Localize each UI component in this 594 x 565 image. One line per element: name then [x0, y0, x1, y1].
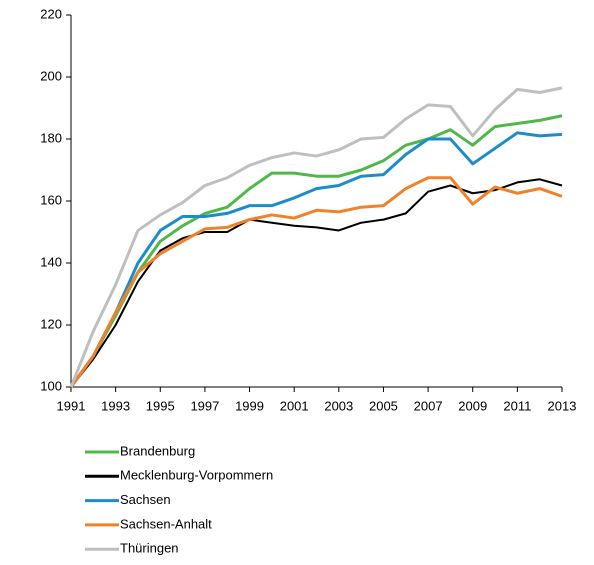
series-line	[69, 86, 563, 388]
x-tick-label: 2007	[414, 398, 443, 413]
y-tick-label: 200	[40, 68, 62, 83]
legend-label: Sachsen-Anhalt	[120, 516, 212, 531]
series-line	[69, 114, 563, 388]
x-tick-label: 1993	[101, 398, 130, 413]
x-tick-label: 1995	[146, 398, 175, 413]
legend-label: Brandenburg	[120, 443, 195, 458]
x-tick-label: 2005	[369, 398, 398, 413]
series-line	[69, 131, 563, 388]
x-tick-label: 2001	[280, 398, 309, 413]
legend-label: Sachsen	[120, 492, 171, 507]
legend-label: Mecklenburg-Vorpommern	[120, 468, 273, 483]
y-tick-label: 120	[40, 316, 62, 331]
y-tick-label: 160	[40, 192, 62, 207]
x-tick-label: 2011	[503, 398, 531, 413]
x-tick-label: 1991	[57, 398, 86, 413]
y-tick-label: 100	[40, 378, 62, 393]
y-tick-label: 140	[40, 254, 62, 269]
y-tick-label: 180	[40, 130, 62, 145]
x-tick-label: 1999	[235, 398, 264, 413]
x-tick-label: 2003	[324, 398, 353, 413]
x-tick-label: 2013	[548, 398, 577, 413]
series-line	[69, 176, 563, 388]
x-tick-label: 2009	[458, 398, 487, 413]
x-tick-label: 1997	[190, 398, 219, 413]
y-tick-label: 220	[40, 6, 62, 21]
legend-label: Thüringen	[120, 541, 179, 556]
